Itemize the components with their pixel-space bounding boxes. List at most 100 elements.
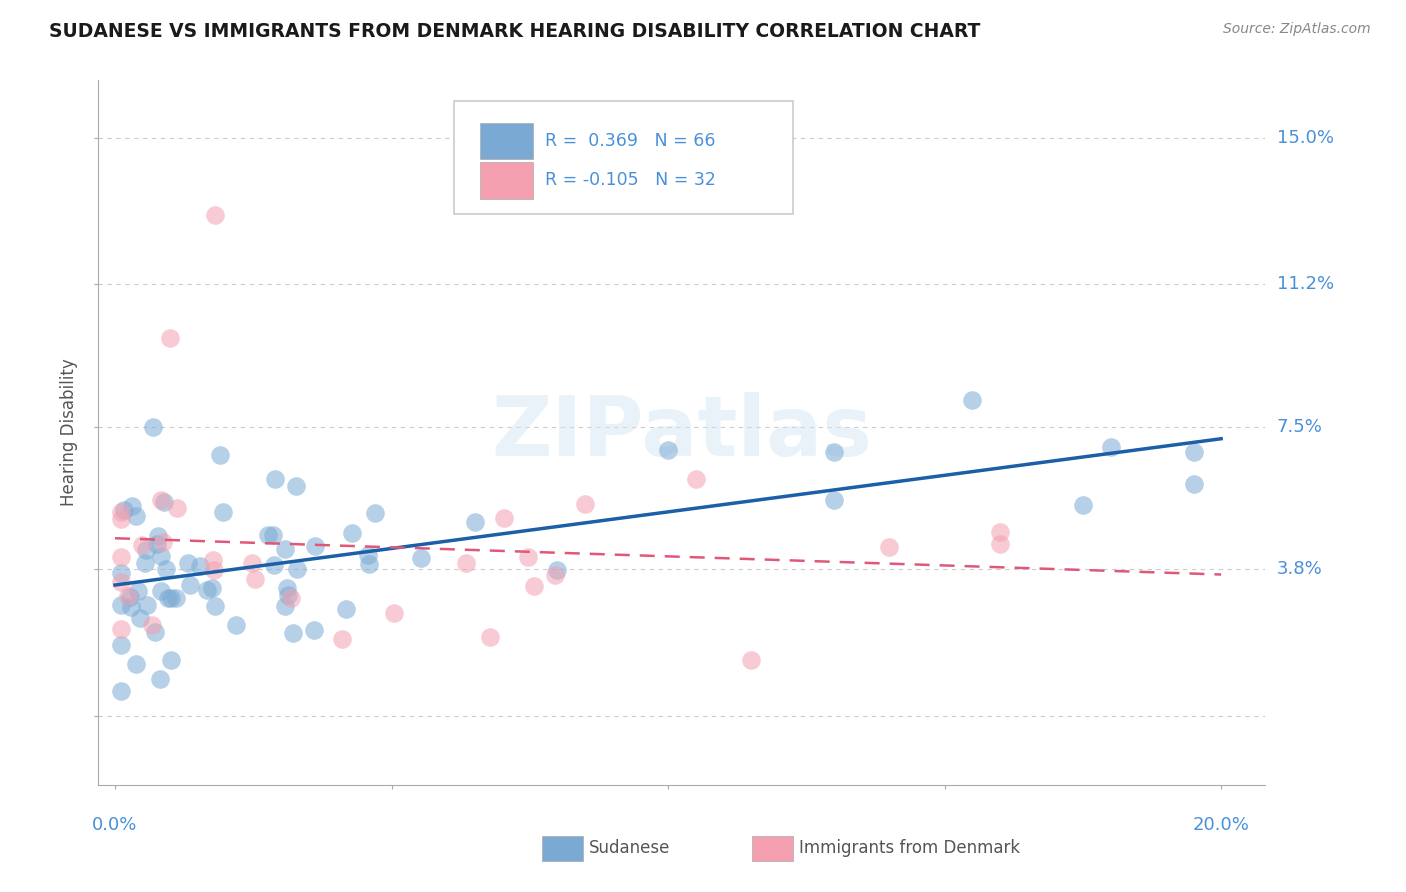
Point bbox=[110, 505, 132, 519]
Point bbox=[546, 563, 568, 577]
Point bbox=[284, 479, 307, 493]
Point bbox=[166, 501, 188, 516]
Point bbox=[110, 638, 132, 652]
Point bbox=[131, 538, 153, 552]
Point bbox=[150, 493, 173, 508]
Point bbox=[155, 562, 177, 576]
Point bbox=[988, 537, 1011, 551]
Point bbox=[135, 542, 157, 557]
Point bbox=[523, 579, 546, 593]
Point bbox=[159, 653, 181, 667]
Point bbox=[110, 512, 132, 526]
Point bbox=[110, 598, 132, 612]
Text: 11.2%: 11.2% bbox=[1277, 276, 1334, 293]
Point bbox=[240, 556, 263, 570]
Text: 7.5%: 7.5% bbox=[1277, 417, 1323, 436]
Point bbox=[357, 548, 380, 562]
Text: ZIPatlas: ZIPatlas bbox=[492, 392, 872, 473]
Point bbox=[302, 623, 325, 637]
Point bbox=[740, 653, 762, 667]
Point bbox=[152, 535, 174, 549]
Point bbox=[160, 591, 183, 606]
Point bbox=[134, 556, 156, 570]
Point bbox=[110, 683, 132, 698]
Point bbox=[823, 493, 845, 508]
Point bbox=[879, 540, 901, 554]
Point bbox=[156, 591, 179, 605]
Point bbox=[382, 607, 405, 621]
Point bbox=[277, 588, 299, 602]
Point bbox=[117, 589, 139, 603]
Text: Source: ZipAtlas.com: Source: ZipAtlas.com bbox=[1223, 22, 1371, 37]
Text: 3.8%: 3.8% bbox=[1277, 560, 1322, 578]
Point bbox=[188, 559, 211, 574]
Point bbox=[149, 673, 172, 687]
Point bbox=[494, 511, 516, 525]
Point bbox=[543, 567, 565, 582]
Point bbox=[129, 610, 152, 624]
Point bbox=[263, 472, 285, 486]
Point bbox=[201, 582, 224, 596]
Point bbox=[574, 496, 596, 510]
Point bbox=[1182, 477, 1205, 491]
Point bbox=[142, 420, 165, 434]
FancyBboxPatch shape bbox=[752, 837, 793, 861]
Text: 15.0%: 15.0% bbox=[1277, 129, 1333, 147]
Point bbox=[202, 563, 225, 577]
FancyBboxPatch shape bbox=[541, 837, 582, 861]
Text: R = -0.105   N = 32: R = -0.105 N = 32 bbox=[546, 171, 716, 189]
FancyBboxPatch shape bbox=[479, 122, 533, 159]
Point bbox=[257, 528, 280, 542]
Text: Immigrants from Denmark: Immigrants from Denmark bbox=[799, 839, 1019, 857]
Point bbox=[335, 602, 357, 616]
Point bbox=[988, 524, 1011, 539]
Text: 0.0%: 0.0% bbox=[93, 815, 138, 833]
Point bbox=[463, 516, 485, 530]
Point bbox=[823, 444, 845, 458]
Point bbox=[274, 541, 297, 556]
Point bbox=[245, 572, 267, 586]
Text: R =  0.369   N = 66: R = 0.369 N = 66 bbox=[546, 132, 716, 150]
Point bbox=[212, 505, 235, 519]
Point bbox=[195, 582, 218, 597]
Point bbox=[962, 393, 984, 408]
FancyBboxPatch shape bbox=[454, 102, 793, 214]
Point bbox=[409, 550, 432, 565]
FancyBboxPatch shape bbox=[479, 162, 533, 199]
Point bbox=[209, 448, 232, 462]
Text: Sudanese: Sudanese bbox=[589, 839, 669, 857]
Point bbox=[146, 537, 169, 551]
Point bbox=[153, 495, 176, 509]
Point bbox=[657, 443, 679, 458]
Point bbox=[143, 625, 166, 640]
Point bbox=[114, 503, 136, 517]
Point bbox=[141, 618, 163, 632]
Point bbox=[456, 556, 478, 570]
Point bbox=[110, 574, 132, 589]
Point bbox=[364, 506, 387, 520]
Point bbox=[330, 632, 353, 646]
Point bbox=[179, 578, 201, 592]
Point bbox=[204, 208, 226, 222]
Point bbox=[340, 525, 363, 540]
Point bbox=[201, 553, 224, 567]
Point bbox=[125, 509, 148, 524]
Point bbox=[276, 581, 298, 595]
Point bbox=[273, 599, 295, 613]
Point bbox=[479, 630, 502, 644]
Point bbox=[1071, 499, 1094, 513]
Point bbox=[280, 591, 302, 606]
Point bbox=[1099, 440, 1122, 454]
Point bbox=[1182, 445, 1205, 459]
Point bbox=[120, 591, 142, 605]
Point bbox=[285, 562, 308, 576]
Text: SUDANESE VS IMMIGRANTS FROM DENMARK HEARING DISABILITY CORRELATION CHART: SUDANESE VS IMMIGRANTS FROM DENMARK HEAR… bbox=[49, 22, 980, 41]
Point bbox=[159, 331, 181, 345]
Point bbox=[204, 599, 226, 613]
Point bbox=[281, 626, 304, 640]
Point bbox=[263, 558, 285, 572]
Point bbox=[121, 499, 143, 513]
Point bbox=[110, 566, 132, 581]
Point bbox=[120, 600, 142, 615]
Point bbox=[304, 539, 326, 553]
